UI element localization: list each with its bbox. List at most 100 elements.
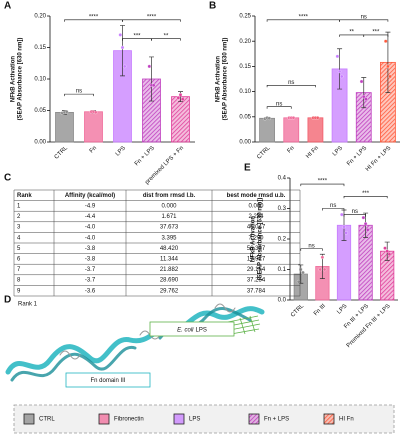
legend-label: Fn + LPS <box>264 417 289 423</box>
data-point <box>383 39 388 43</box>
y-tick-label: 0.00 <box>239 140 251 146</box>
significance-bracket <box>122 19 181 22</box>
data-point <box>344 231 348 235</box>
significance-label: ns <box>288 80 294 86</box>
x-tick-label: Fn + LPS <box>346 145 368 167</box>
protein-structure <box>5 303 265 382</box>
y-tick-label: 0.1 <box>278 267 287 273</box>
legend-swatch <box>323 413 335 425</box>
significance-label: ns <box>276 101 282 107</box>
legend-swatch <box>248 413 260 425</box>
significance-label: ** <box>349 29 354 35</box>
data-point <box>385 249 389 253</box>
panel-letter: B <box>209 1 216 12</box>
significance-bracket <box>266 85 316 88</box>
legend-label: LPS <box>189 417 200 423</box>
table-cell: -4.0 <box>85 235 96 241</box>
y-axis-label-line: NFkB Activation <box>216 56 222 102</box>
legend-swatch <box>23 413 35 425</box>
panel-letter: A <box>4 1 11 12</box>
lps-molecule <box>227 315 261 335</box>
error-bar <box>361 77 367 109</box>
panel-letter: C <box>4 173 11 184</box>
y-tick-label: 0.00 <box>34 140 46 146</box>
lps-species: E. coli <box>177 327 194 333</box>
significance-label: *** <box>133 33 141 39</box>
table-cell: 37.673 <box>160 225 179 231</box>
table-cell: 0.000 <box>248 203 264 209</box>
significance-bracket <box>300 183 345 187</box>
significance-bracket <box>343 214 366 217</box>
panel-letter: D <box>4 295 11 306</box>
x-tick-label: CTRL <box>290 303 306 319</box>
table-header-cell: best mode rmsd u.b. <box>227 193 286 199</box>
significance-bracket <box>266 106 292 109</box>
table-cell: 1 <box>17 203 21 209</box>
x-tick-label: LPS <box>115 145 127 157</box>
legend-label: HI Fn <box>339 417 354 423</box>
significance-label: ns <box>361 14 367 20</box>
data-point <box>299 267 303 272</box>
y-tick-label: 0.25 <box>239 14 251 20</box>
significance-bracket <box>322 208 345 211</box>
y-tick-label: 0.10 <box>34 77 46 83</box>
table-cell: 2.284 <box>248 214 264 220</box>
data-point <box>315 116 320 120</box>
y-axis-label: NFkB Activation (SEAP Absorbance [630 nm]… <box>216 38 229 121</box>
x-tick-label: HI Fn + LPS <box>365 145 392 172</box>
table-cell: -4.0 <box>85 225 96 231</box>
data-point <box>122 64 127 69</box>
y-axis-label: NFkB Activation (SEAP Absorbance [630 nm]… <box>11 38 24 121</box>
significance-label: **** <box>299 14 309 20</box>
table-cell: 37.784 <box>247 288 266 294</box>
y-tick-label: 0.3 <box>278 206 287 212</box>
table-cell: 29.154 <box>247 267 266 273</box>
significance-bracket <box>363 34 389 37</box>
table-cell: 4 <box>17 235 21 241</box>
significance-label: ns <box>76 89 82 95</box>
bar <box>307 117 324 143</box>
table-header-cell: Affinity (kcal/mol) <box>65 193 115 199</box>
table-cell: -3.7 <box>85 278 96 284</box>
error-bar <box>149 56 154 102</box>
table-cell: 21.882 <box>160 267 179 273</box>
table-header-cell: Rank <box>17 193 32 199</box>
y-axis-label-line: (SEAP Absorbance [630 nm]) <box>223 38 229 121</box>
data-point <box>361 215 366 220</box>
data-point <box>364 97 368 101</box>
table-cell: -4.9 <box>85 203 96 209</box>
x-tick-label: LPS <box>336 303 348 315</box>
data-point <box>388 74 392 79</box>
significance-bracket <box>64 93 94 97</box>
bar <box>171 96 190 143</box>
x-tick-label: HI Fn <box>305 145 320 160</box>
x-tick-label: Fn + LPS <box>134 145 156 167</box>
bar <box>259 117 275 143</box>
significance-label: **** <box>147 14 157 20</box>
table-cell: 17.927 <box>247 256 266 262</box>
table-cell: -3.8 <box>85 246 96 252</box>
error-bar <box>337 48 343 90</box>
table-cell: 5 <box>17 246 21 252</box>
data-point <box>335 54 340 59</box>
legend-label: Fibronectin <box>114 417 144 423</box>
table-header-cell: dist from rmsd l.b. <box>143 193 196 199</box>
diagram-title: Rank 1 <box>18 302 38 308</box>
data-point <box>151 83 156 88</box>
x-tick-label: CTRL <box>54 145 70 161</box>
lps-label-box <box>149 321 235 337</box>
table-cell: 3 <box>17 225 21 231</box>
table-cell: 11.344 <box>160 256 179 262</box>
y-tick-label: 0.2 <box>278 237 287 243</box>
legend-label: CTRL <box>39 417 55 423</box>
significance-bracket <box>300 248 323 251</box>
table-cell: 28.690 <box>160 278 179 284</box>
data-point <box>180 97 185 101</box>
table-cell: 3.395 <box>161 235 177 241</box>
y-tick-label: 0.4 <box>278 176 287 182</box>
y-axis-label-line: (SEAP Absorbance [630 nm]) <box>258 198 264 281</box>
lps-label: E. coli LPS <box>177 327 207 333</box>
table-cell: 7.290 <box>248 235 264 241</box>
legend-swatch <box>173 413 185 425</box>
